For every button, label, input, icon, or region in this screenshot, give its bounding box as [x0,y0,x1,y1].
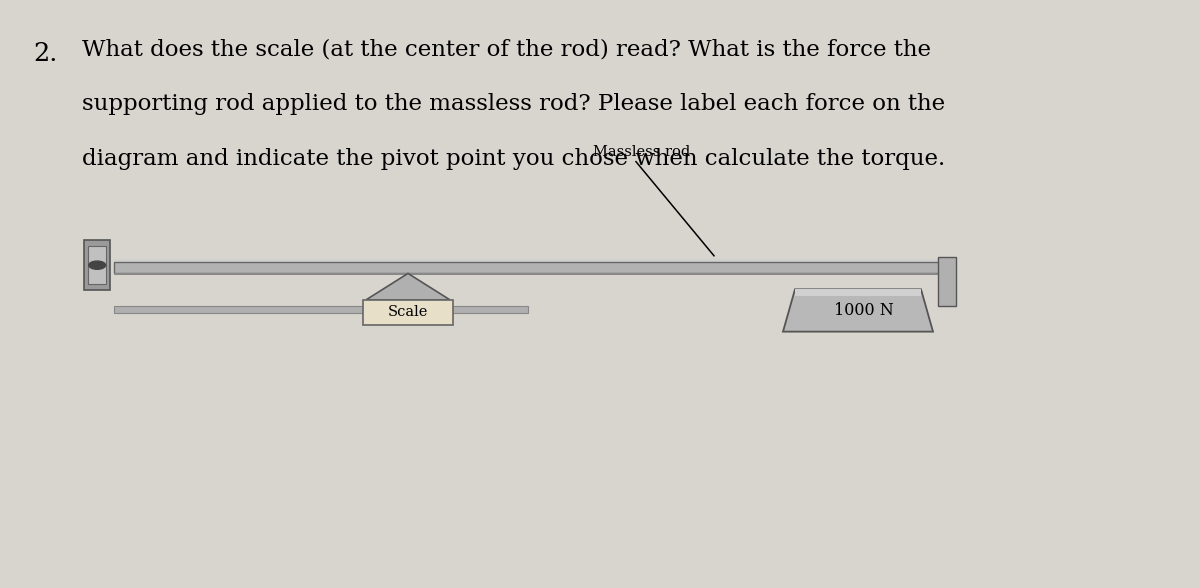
Bar [364,300,454,325]
Bar [114,262,948,273]
Polygon shape [796,289,922,296]
Text: What does the scale (at the center of the rod) read? What is the force the: What does the scale (at the center of th… [82,38,931,60]
Polygon shape [366,273,450,300]
Bar [114,273,948,275]
Bar [938,257,956,306]
Bar [114,306,528,313]
Text: 2.: 2. [34,41,58,66]
Circle shape [89,261,106,269]
Text: Massless rod: Massless rod [593,145,691,159]
Text: diagram and indicate the pivot point you chose when calculate the torque.: diagram and indicate the pivot point you… [82,148,944,169]
Polygon shape [784,289,934,332]
Text: Scale: Scale [388,305,428,319]
Text: 1000 N: 1000 N [834,302,894,319]
Bar [84,240,110,290]
Bar [88,246,107,284]
Bar [114,259,948,262]
Text: supporting rod applied to the massless rod? Please label each force on the: supporting rod applied to the massless r… [82,93,944,115]
